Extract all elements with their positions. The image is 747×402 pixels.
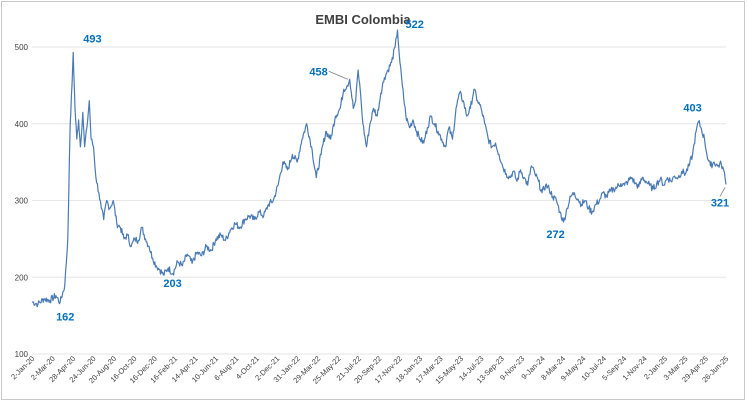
- y-tick-label: 100: [15, 350, 29, 359]
- y-tick-label: 300: [15, 197, 29, 206]
- annotation-label: 162: [56, 311, 74, 323]
- y-axis-ticks: 100 200 300 400 500: [15, 43, 29, 359]
- x-axis-ticks: 2-Jan-202-Mar-2028-Apr-2024-Jun-2020-Aug…: [9, 354, 730, 386]
- y-tick-label: 200: [15, 273, 29, 282]
- annotation-label: 321: [711, 197, 729, 209]
- annotation-label: 403: [683, 102, 701, 114]
- annotation-label: 493: [83, 33, 101, 45]
- chart-title: EMBI Colombia: [315, 12, 411, 27]
- annotation-label: 272: [546, 229, 564, 241]
- annotations: 493 162 203 458 522 272 403 321: [56, 19, 729, 323]
- annotation-label: 458: [309, 66, 327, 78]
- annotation-leader: [328, 70, 348, 80]
- annotation-label: 522: [406, 19, 424, 31]
- y-tick-label: 500: [15, 43, 29, 52]
- gridlines: [32, 46, 726, 355]
- y-tick-label: 400: [15, 120, 29, 129]
- annotation-leader: [719, 187, 726, 197]
- series-line: [31, 29, 727, 308]
- annotation-label: 203: [163, 278, 181, 290]
